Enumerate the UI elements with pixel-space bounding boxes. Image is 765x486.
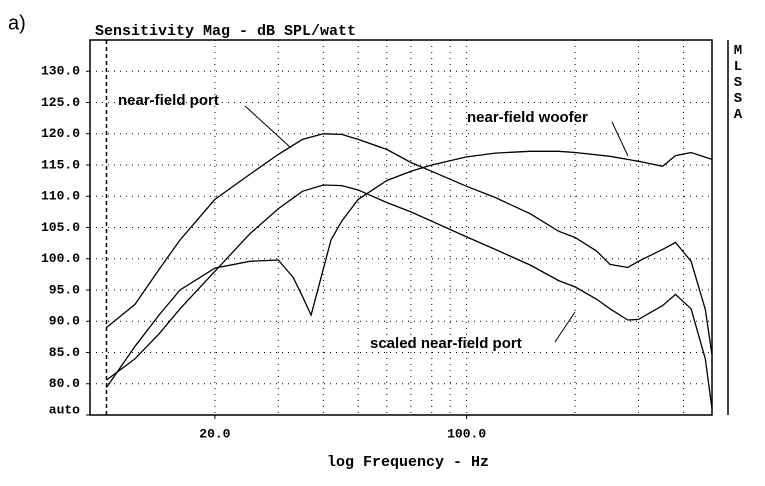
x-tick-label: 100.0 — [447, 426, 486, 441]
y-tick-label: 85.0 — [49, 345, 80, 360]
panel-label: a) — [8, 12, 26, 34]
series-line — [106, 133, 713, 356]
annotation-leader — [244, 105, 291, 148]
y-tick-label: 125.0 — [41, 95, 80, 110]
series-line — [105, 150, 713, 388]
series-line — [106, 184, 713, 409]
y-tick-label: 130.0 — [41, 64, 80, 79]
series-annotation: scaled near-field port — [370, 335, 522, 352]
x-tick-label: 20.0 — [199, 426, 230, 441]
y-tick-label: 120.0 — [41, 126, 80, 141]
series-annotation: near-field woofer — [467, 109, 588, 126]
annotation-leader — [554, 311, 576, 343]
y-tick-label: 95.0 — [49, 282, 80, 297]
series-annotation: near-field port — [118, 92, 219, 109]
y-tick-label: 110.0 — [41, 189, 80, 204]
y-tick-label: 90.0 — [49, 314, 80, 329]
chart-title: Sensitivity Mag - dB SPL/watt — [95, 23, 356, 40]
y-tick-label: 115.0 — [41, 157, 80, 172]
x-axis-label: log Frequency - Hz — [327, 454, 489, 471]
y-tick-label: auto — [49, 402, 80, 417]
y-tick-label: 100.0 — [41, 251, 80, 266]
y-tick-label: 80.0 — [49, 376, 80, 391]
y-tick-label: 105.0 — [41, 220, 80, 235]
annotation-leader — [611, 121, 629, 157]
